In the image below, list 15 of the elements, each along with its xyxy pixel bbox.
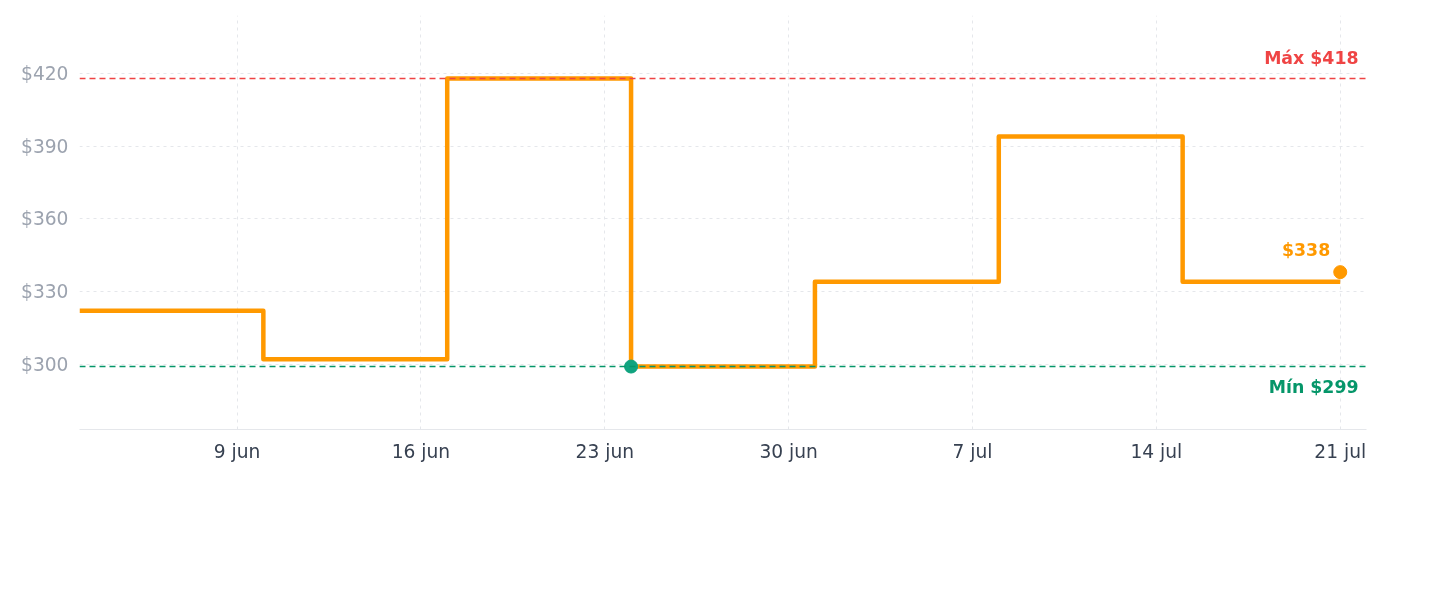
- x-tick-label: 30 jun: [759, 440, 818, 462]
- ref-line-label: Máx $418: [1264, 48, 1359, 69]
- x-tick-label: 9 jun: [213, 440, 261, 462]
- x-tick-label: 14 jul: [1130, 440, 1183, 462]
- x-tick-label: 7 jul: [952, 440, 993, 462]
- x-tick-label: 16 jun: [391, 440, 451, 462]
- x-tick-label: 23 jun: [575, 440, 635, 462]
- y-tick-label: $420: [21, 63, 69, 85]
- x-tick-label: 21 jul: [1314, 440, 1367, 462]
- y-tick-label: $300: [21, 353, 69, 375]
- y-tick-label: $330: [21, 281, 69, 302]
- y-tick-label: $360: [21, 208, 69, 230]
- data-label: $338: [1282, 240, 1331, 261]
- y-tick-label: $390: [21, 135, 69, 157]
- ref-line-label: Mín $299: [1268, 376, 1359, 397]
